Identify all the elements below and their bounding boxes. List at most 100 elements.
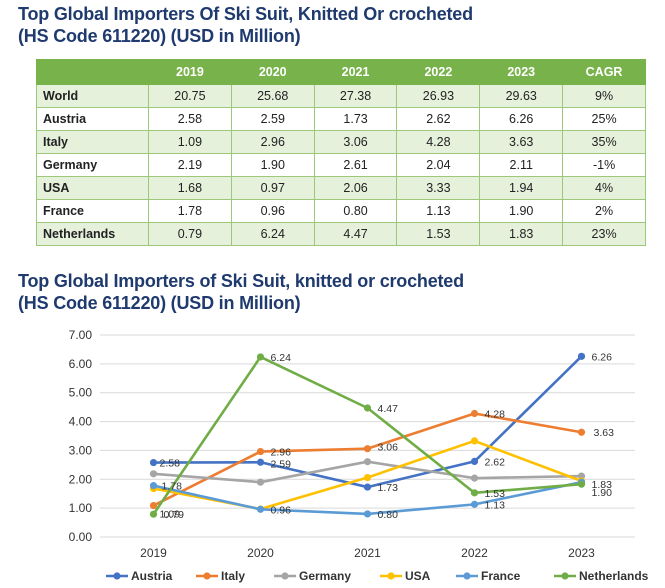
row-value: 1.94 (479, 176, 564, 200)
data-point-austria (363, 483, 372, 491)
data-point-netherlands (577, 480, 586, 488)
row-value: 0.79 (148, 222, 232, 246)
data-point-usa (363, 473, 372, 482)
row-value: 2.04 (396, 153, 481, 177)
row-value: 1.68 (148, 176, 232, 200)
row-cagr: 2% (562, 199, 646, 223)
data-label-austria: 6.26 (592, 351, 613, 363)
row-value: 1.83 (479, 222, 564, 246)
table-title-line-1: Top Global Importers Of Ski Suit, Knitte… (18, 4, 473, 24)
data-label-netherlands: 0.79 (164, 509, 185, 521)
data-label-france: 0.80 (378, 509, 399, 521)
y-tick-label: 6.00 (69, 357, 93, 371)
row-country: Netherlands (36, 222, 149, 246)
row-cagr: 4% (562, 176, 646, 200)
data-point-netherlands (363, 404, 372, 412)
row-value: 25.68 (230, 84, 315, 108)
row-country: Italy (36, 130, 149, 154)
x-tick-label: 2020 (247, 546, 274, 560)
header-2019: 2019 (148, 59, 232, 85)
chart-title: Top Global Importers of Ski Suit, knitte… (18, 270, 464, 314)
table-header-row: 2019 2020 2021 2022 2023 CAGR (36, 59, 646, 85)
row-value: 0.96 (230, 199, 315, 223)
data-point-france (256, 505, 265, 513)
y-tick-label: 5.00 (69, 386, 93, 400)
data-label-france: 0.96 (271, 504, 292, 516)
table-row: USA 1.68 0.97 2.06 3.33 1.94 4% (36, 176, 646, 200)
data-point-germany (149, 470, 158, 478)
data-point-austria (470, 457, 479, 465)
row-cagr: 25% (562, 107, 646, 131)
header-cagr: CAGR (562, 59, 646, 85)
header-2020: 2020 (230, 59, 315, 85)
table-row: Netherlands 0.79 6.24 4.47 1.53 1.83 23% (36, 222, 646, 246)
legend-label: Germany (299, 569, 351, 583)
row-value: 29.63 (479, 84, 564, 108)
data-label-italy: 3.06 (378, 442, 399, 454)
data-label-france: 1.78 (162, 481, 183, 493)
header-country (36, 59, 149, 85)
data-point-italy (470, 409, 479, 418)
row-value: 1.73 (313, 107, 398, 131)
legend-label: Austria (131, 569, 173, 583)
header-2022: 2022 (396, 59, 481, 85)
row-value: 4.47 (313, 222, 398, 246)
data-point-germany (363, 458, 372, 466)
row-cagr: 9% (562, 84, 646, 108)
data-point-italy (256, 447, 265, 456)
table-row: France 1.78 0.96 0.80 1.13 1.90 2% (36, 199, 646, 223)
legend-label: Netherlands (579, 569, 649, 583)
row-value: 0.80 (313, 199, 398, 223)
legend-marker (561, 572, 569, 580)
row-value: 2.11 (479, 153, 564, 177)
row-country: Austria (36, 107, 149, 131)
row-value: 3.63 (479, 130, 564, 154)
y-tick-label: 4.00 (69, 415, 93, 429)
data-point-italy (149, 501, 158, 510)
row-value: 0.97 (230, 176, 315, 200)
data-point-italy (577, 428, 586, 436)
row-cagr: 35% (562, 130, 646, 154)
table-title-line-2: (HS Code 611220) (USD in Million) (18, 26, 301, 46)
y-tick-label: 3.00 (69, 443, 93, 457)
row-country: Germany (36, 153, 149, 177)
legend-label: Italy (221, 569, 245, 583)
row-value: 2.06 (313, 176, 398, 200)
table-row: World 20.75 25.68 27.38 26.93 29.63 9% (36, 84, 646, 108)
data-label-france: 1.13 (485, 499, 506, 511)
data-label-austria: 2.59 (271, 458, 292, 470)
row-value: 2.59 (230, 107, 315, 131)
row-value: 1.90 (230, 153, 315, 177)
row-country: France (36, 199, 149, 223)
row-value: 1.78 (148, 199, 232, 223)
row-value: 2.61 (313, 153, 398, 177)
data-point-netherlands (470, 489, 479, 497)
row-value: 3.06 (313, 130, 398, 154)
data-label-netherlands: 4.47 (378, 403, 399, 415)
data-label-netherlands: 1.53 (485, 488, 506, 500)
row-value: 2.96 (230, 130, 315, 154)
row-value: 2.62 (396, 107, 481, 131)
data-label-italy: 2.96 (271, 447, 292, 459)
data-label-netherlands: 1.83 (592, 479, 613, 491)
y-tick-label: 7.00 (69, 328, 93, 342)
data-point-netherlands (149, 510, 158, 518)
row-value: 1.09 (148, 130, 232, 154)
legend-marker (113, 572, 121, 580)
legend-label: France (481, 569, 521, 583)
row-value: 1.90 (479, 199, 564, 223)
row-value: 6.24 (230, 222, 315, 246)
data-point-austria (256, 458, 265, 466)
row-country: World (36, 84, 149, 108)
row-value: 27.38 (313, 84, 398, 108)
row-country: USA (36, 176, 149, 200)
x-tick-label: 2021 (354, 546, 381, 560)
importers-table: 2019 2020 2021 2022 2023 CAGR World 20.75… (36, 59, 646, 246)
legend-marker (463, 572, 471, 580)
row-cagr: 23% (562, 222, 646, 246)
data-label-france: 1.90 (592, 487, 613, 499)
row-value: 4.28 (396, 130, 481, 154)
row-value: 1.53 (396, 222, 481, 246)
row-value: 3.33 (396, 176, 481, 200)
row-value: 6.26 (479, 107, 564, 131)
